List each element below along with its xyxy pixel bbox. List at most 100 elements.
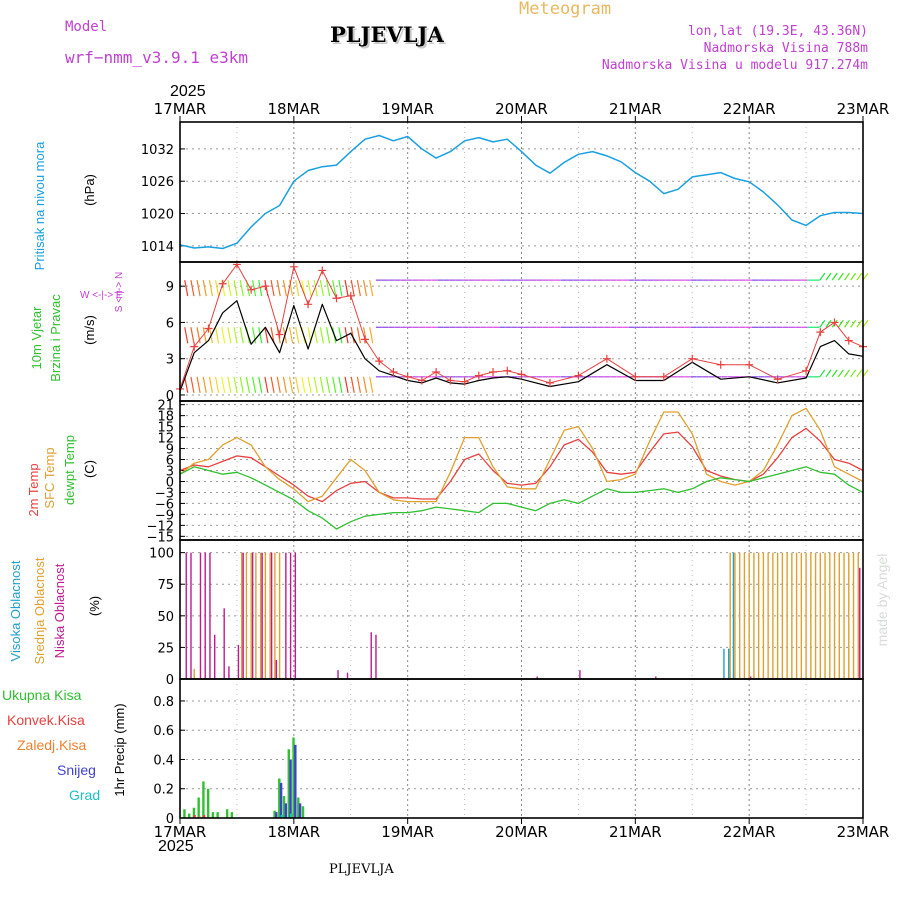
wind-gust-marker xyxy=(602,354,611,363)
total-precip-bar xyxy=(297,797,300,818)
precip-legend-snow: Snijeg xyxy=(57,762,96,778)
wind-barb xyxy=(862,369,869,378)
x-tick-label-bottom: 18MAR xyxy=(267,823,320,841)
y-tick-label: 100 xyxy=(149,547,174,562)
wind-barb xyxy=(258,280,263,297)
y-tick-label: −15 xyxy=(147,530,174,545)
precip-legend-total: Ukupna Kisa xyxy=(2,687,82,703)
wind-barb xyxy=(184,280,189,297)
total-precip-bar xyxy=(192,807,196,818)
wind-barb xyxy=(313,376,318,393)
wind-barb xyxy=(369,280,374,297)
wind-barb xyxy=(837,369,844,378)
wind-barb xyxy=(270,280,275,297)
total-precip-bar xyxy=(278,778,281,818)
wind-gust-marker xyxy=(403,372,412,381)
wind-barb xyxy=(251,376,257,393)
wind-barb xyxy=(276,280,281,297)
wind-barb xyxy=(338,376,343,393)
wind-barb xyxy=(239,327,244,344)
wind-gust-marker xyxy=(318,266,327,275)
wind-barb xyxy=(258,327,263,344)
wind-gust-marker xyxy=(389,367,398,376)
wind-barb xyxy=(362,280,368,297)
wind-barb xyxy=(221,376,226,393)
x-tick-label-bottom: 23MAR xyxy=(837,823,890,841)
wind-barb xyxy=(288,376,294,393)
wind-barb xyxy=(819,272,826,281)
total-precip-bar xyxy=(287,749,290,818)
convective-precip-bar xyxy=(202,815,206,818)
wind-gust-marker xyxy=(218,279,227,288)
y-tick-label: 25 xyxy=(157,641,174,656)
wind-gust-marker xyxy=(474,371,483,380)
total-precip-bar xyxy=(230,812,234,818)
y-tick-label: 6 xyxy=(166,316,174,331)
wind-barb xyxy=(319,376,324,393)
wind-gust-marker xyxy=(432,367,441,376)
total-precip-bar xyxy=(292,737,295,818)
wind-barb xyxy=(319,327,324,344)
wind-barb xyxy=(295,376,300,393)
wind-barb xyxy=(831,272,838,281)
total-precip-bar xyxy=(197,797,200,818)
wind-barb xyxy=(344,376,349,393)
temp2m-line xyxy=(179,427,864,503)
total-precip-bar xyxy=(301,806,305,818)
wind-gust-marker xyxy=(417,376,426,385)
wind-barb xyxy=(276,376,281,393)
wind-barb xyxy=(295,327,300,344)
wind-barb xyxy=(282,280,287,297)
x-tick-label-top: 19MAR xyxy=(381,100,434,118)
wind-barb xyxy=(338,280,343,297)
wind-barb xyxy=(344,280,349,297)
wind-barb xyxy=(251,280,257,297)
wind-barb xyxy=(214,327,220,344)
y-tick-label: −3 xyxy=(155,486,174,501)
precip-legend-hail: Grad xyxy=(69,787,101,803)
wind-barb xyxy=(319,280,324,297)
hail-bar xyxy=(280,815,283,818)
wind-barb xyxy=(325,376,331,393)
x-tick-label-top: 18MAR xyxy=(267,100,320,118)
pressure-line xyxy=(179,134,864,250)
wind-barb xyxy=(190,327,195,344)
wind-barb xyxy=(350,376,355,393)
x-tick-label-bottom: 21MAR xyxy=(609,823,662,841)
y-tick-label: 0 xyxy=(166,475,174,490)
wind-gust-marker xyxy=(802,366,811,375)
wind-barb xyxy=(862,272,869,281)
wind-gust-marker xyxy=(204,324,213,333)
wind-barb xyxy=(825,319,832,328)
y-tick-label: 21 xyxy=(157,399,174,414)
snow-bar xyxy=(275,812,278,818)
wind-barb xyxy=(202,327,207,344)
y-tick-label: 75 xyxy=(157,578,174,593)
wind-gust-marker xyxy=(375,357,384,366)
wind-barb xyxy=(837,272,844,281)
wind-barb xyxy=(850,369,857,378)
wind-gust-marker xyxy=(659,372,668,381)
wind-barb xyxy=(362,376,368,393)
wind-compass-we: W <-|-> E xyxy=(80,290,123,301)
y-tick-label: 0.2 xyxy=(153,783,174,798)
total-precip-bar xyxy=(282,796,286,818)
wind-barb xyxy=(288,327,294,344)
total-precip-bar xyxy=(211,812,215,818)
wind-gust-marker xyxy=(446,376,455,385)
wind-gust-marker xyxy=(247,285,256,294)
meteogram-label: Meteogram xyxy=(519,0,612,19)
wind-barb xyxy=(202,280,207,297)
wind-barb xyxy=(301,376,306,393)
x-tick-label-bottom: 17MAR xyxy=(154,823,207,841)
wind-barb xyxy=(184,376,189,393)
y-tick-label: 1020 xyxy=(141,208,174,223)
wind-gust-marker xyxy=(545,378,554,387)
y-tick-label: 15 xyxy=(157,421,174,436)
wind-barb xyxy=(264,376,269,393)
x-tick-label-bottom: 20MAR xyxy=(495,823,548,841)
wind-barb xyxy=(844,272,850,281)
model-label: Model xyxy=(65,19,108,35)
wind-barb xyxy=(332,376,337,393)
wind-barb xyxy=(264,327,269,344)
